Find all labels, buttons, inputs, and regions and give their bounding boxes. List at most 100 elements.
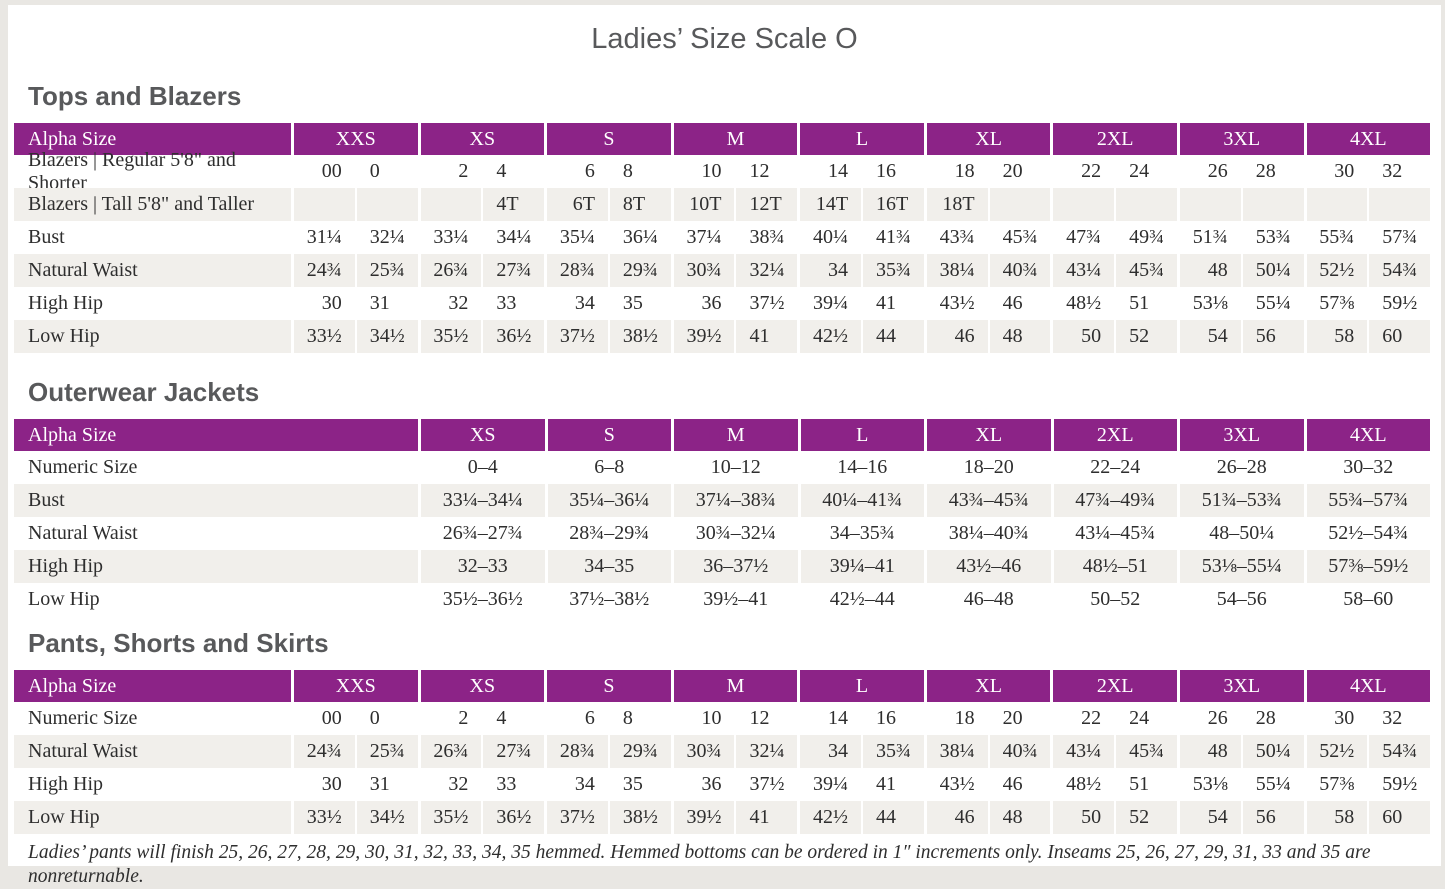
size-value: 29¾	[609, 254, 671, 287]
size-value: 46	[1002, 773, 1023, 795]
size-group: 37½ 38½	[547, 320, 671, 353]
size-group: 42½ 44	[800, 320, 924, 353]
size-value: 28¾	[547, 254, 608, 287]
size-value: 53⅛	[1192, 292, 1228, 314]
size-value: 56	[1242, 801, 1304, 834]
size-group: 53⅛–55¼	[1180, 550, 1304, 583]
size-value: 38¾	[749, 226, 785, 248]
row-label: Natural Waist	[28, 522, 138, 544]
size-value: 35¼	[559, 226, 595, 248]
size-value: 42½–44	[829, 588, 895, 610]
size-value: 39½–41	[703, 588, 769, 610]
size-value: 33	[496, 773, 517, 795]
column-header: 3XL	[1179, 670, 1304, 702]
footnote: Ladies’ pants will finish 25, 26, 27, 28…	[28, 842, 1371, 887]
table-section: Outerwear Jackets Alpha Size XS S M L XL 2XL 3XL…	[8, 375, 1441, 616]
size-group: 14 16	[800, 155, 924, 188]
size-value: 41	[876, 292, 897, 314]
size-value: 48½	[1066, 773, 1102, 795]
size-group: 50 52	[1053, 801, 1177, 834]
size-value: 30	[321, 773, 342, 795]
size-value: 48	[1179, 254, 1241, 287]
size-group: 58 60	[1306, 320, 1431, 353]
size-value: 20	[1002, 707, 1023, 729]
size-value: 40¼	[813, 226, 849, 248]
size-group: 33½ 34½	[294, 801, 418, 834]
size-value	[356, 188, 418, 221]
size-group: 30¾ 32¼	[673, 735, 798, 768]
size-value: 46	[1002, 292, 1023, 314]
size-value	[989, 188, 1051, 221]
size-value: 26¾–27¾	[442, 522, 523, 544]
size-value: 48	[989, 801, 1051, 834]
size-value: 54	[1179, 801, 1241, 834]
size-group: 35½–36½	[421, 583, 545, 616]
size-value: 37½	[749, 292, 785, 314]
column-header: 2XL	[1053, 419, 1177, 451]
size-value: 54–56	[1216, 588, 1267, 610]
size-value: 30¾	[673, 254, 735, 287]
table-section: Pants, Shorts and Skirts Alpha Size XXS XS S…	[8, 626, 1441, 834]
size-group: 26¾ 27¾	[420, 254, 545, 287]
size-group: 10T 12T	[673, 188, 798, 221]
size-value: 36¼	[622, 226, 658, 248]
size-value: 28¾	[547, 735, 608, 768]
size-value: 24	[1129, 160, 1150, 182]
size-group: 22–24	[1054, 451, 1178, 484]
size-group: 30¾ 32¼	[673, 254, 798, 287]
size-value: 32	[1382, 707, 1403, 729]
size-group: 48 50¼	[1179, 735, 1304, 768]
size-group: 43¼ 45¾	[1053, 735, 1177, 768]
size-group: 43¼–45¾	[1054, 517, 1178, 550]
size-value: 39¼–41	[800, 550, 924, 583]
size-value: 51	[1129, 773, 1150, 795]
size-group: 54–56	[1180, 583, 1304, 616]
size-value: 26	[1207, 160, 1228, 182]
size-value: 12T	[736, 188, 798, 221]
size-group: 37¼–38¾	[674, 484, 798, 517]
size-value: 38½	[609, 320, 671, 353]
column-header: 2XL	[1053, 670, 1177, 702]
size-group: 50 52	[1053, 320, 1177, 353]
size-group: 32–33	[421, 550, 545, 583]
size-value: 41	[736, 320, 798, 353]
size-value: 47¾–49¾	[1053, 484, 1177, 517]
size-value: 54¾	[1369, 735, 1431, 768]
row-label: High Hip	[28, 292, 103, 314]
size-group: 48½–51	[1053, 550, 1177, 583]
size-value: 22	[1081, 707, 1102, 729]
size-value: 22–24	[1090, 456, 1141, 478]
size-value: 18	[954, 160, 975, 182]
size-group: 39¼–41	[800, 550, 924, 583]
size-value: 25¾	[356, 254, 418, 287]
size-group: 58 60	[1306, 801, 1431, 834]
size-chart-sections: Tops and Blazers Alpha Size XXS XS S M L XL 2XL 3…	[8, 79, 1441, 834]
size-value: 53¾	[1255, 226, 1291, 248]
size-value: 00	[321, 160, 342, 182]
size-value: 6	[584, 160, 595, 182]
size-value: 38½	[609, 801, 671, 834]
size-value: 50–52	[1090, 588, 1141, 610]
table-row: Low Hip 33½ 34½ 35½ 36½ 37½ 38½ 39½ 41 42½ 44 46 48 5…	[14, 320, 1431, 353]
size-value: 28	[1255, 707, 1276, 729]
column-header: XL	[927, 419, 1051, 451]
size-group: 57⅜ 59½	[1307, 768, 1431, 801]
size-group: 48½ 51	[1053, 287, 1177, 320]
size-value: 55¼	[1255, 773, 1291, 795]
size-value: 42½	[800, 320, 862, 353]
column-header: 3XL	[1180, 419, 1304, 451]
column-header: 4XL	[1306, 123, 1431, 155]
table-row: Low Hip 33½ 34½ 35½ 36½ 37½ 38½ 39½ 41 42½ 44 46 48 5…	[14, 801, 1431, 834]
size-value: 48½	[1066, 292, 1102, 314]
size-value: 43½–46	[927, 550, 1051, 583]
size-value: 52½–54¾	[1328, 522, 1409, 544]
size-value: 57¾	[1382, 226, 1418, 248]
size-value: 52	[1116, 320, 1177, 353]
size-group: 55¾–57¾	[1306, 484, 1430, 517]
size-value: 8	[622, 160, 633, 182]
size-value: 48½–51	[1053, 550, 1177, 583]
size-group: 10 12	[674, 702, 798, 735]
size-value: 52	[1116, 801, 1177, 834]
size-value: 45¾	[1116, 254, 1177, 287]
size-value: 31¼	[306, 226, 342, 248]
